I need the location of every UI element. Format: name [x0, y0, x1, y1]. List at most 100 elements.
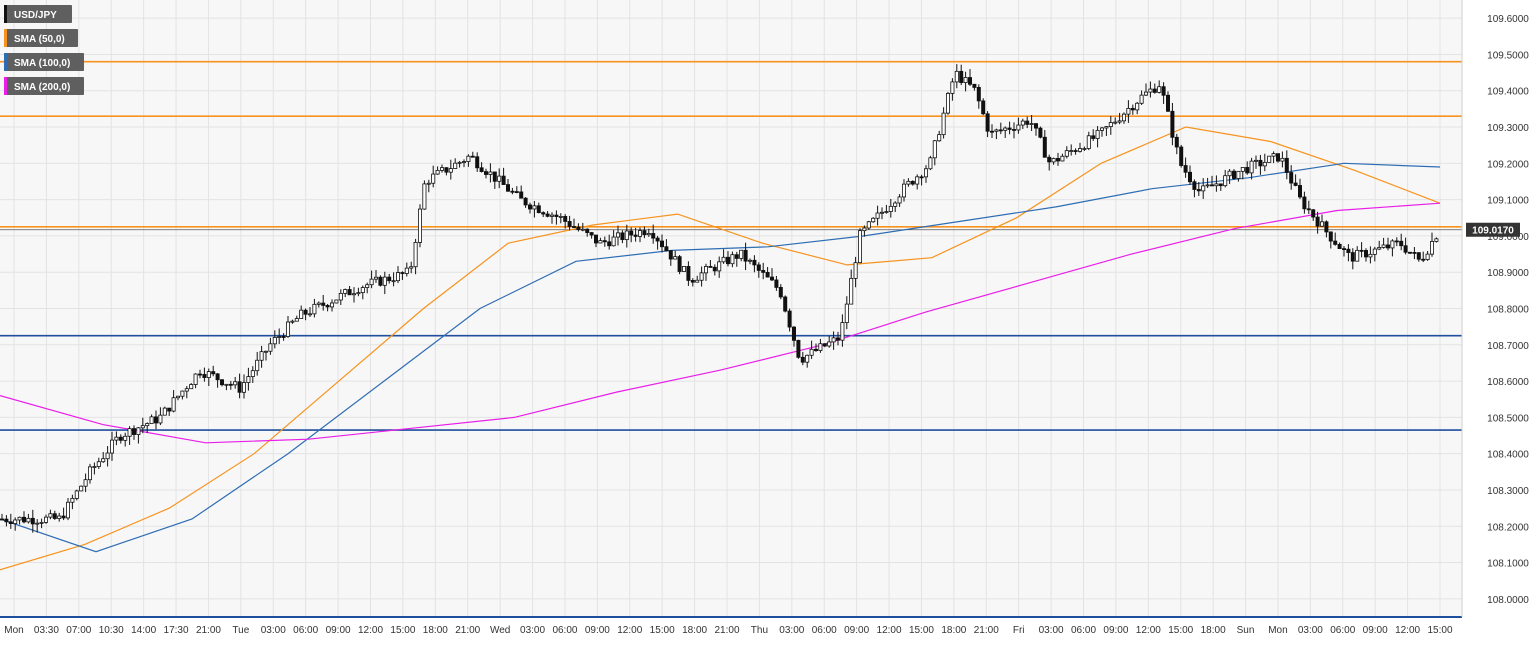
- candle-body: [536, 205, 541, 214]
- candle-body: [853, 262, 858, 279]
- candle-body: [316, 302, 321, 305]
- legend-label: USD/JPY: [14, 10, 57, 21]
- candle-body: [756, 264, 761, 271]
- candle-body: [1012, 129, 1017, 131]
- candle-body: [475, 156, 480, 169]
- candle-body: [690, 280, 695, 283]
- candle-body: [633, 234, 638, 237]
- x-tick-label: 18:00: [682, 625, 707, 636]
- candle-body: [510, 190, 515, 193]
- candle-body: [1144, 91, 1149, 96]
- candle-body: [668, 250, 673, 260]
- candle-body: [1051, 158, 1056, 163]
- candle-body: [378, 276, 383, 286]
- candle-body: [70, 497, 75, 503]
- candle-body: [1029, 123, 1034, 125]
- candle-body: [149, 416, 154, 424]
- candle-body: [215, 373, 220, 381]
- candle-body: [321, 302, 326, 306]
- candle-body: [1240, 167, 1245, 172]
- candle-body: [629, 230, 634, 236]
- candle-body: [1390, 240, 1395, 249]
- candle-body: [994, 129, 999, 132]
- candle-body: [1399, 240, 1404, 247]
- candle-body: [1416, 252, 1421, 260]
- candle-body: [413, 242, 418, 268]
- candle-body: [483, 171, 488, 175]
- legend-item[interactable]: [4, 5, 72, 23]
- x-tick-label: 06:00: [812, 625, 837, 636]
- candle-body: [343, 289, 348, 294]
- candle-body: [915, 176, 920, 185]
- candle-body: [369, 278, 374, 286]
- candle-body: [74, 490, 79, 499]
- candle-body: [884, 211, 889, 213]
- candle-body: [1157, 86, 1162, 93]
- candle-body: [787, 310, 792, 328]
- candle-body: [563, 216, 568, 222]
- candle-body: [567, 221, 572, 227]
- candle-body: [770, 276, 775, 281]
- candle-body: [127, 428, 132, 437]
- candle-body: [48, 513, 53, 518]
- candle-body: [1064, 150, 1069, 157]
- candle-body: [844, 303, 849, 323]
- candle-body: [1425, 253, 1430, 260]
- candle-body: [1086, 135, 1091, 149]
- candle-body: [866, 221, 871, 229]
- x-tick-label: 09:00: [1103, 625, 1128, 636]
- candle-body: [589, 232, 594, 236]
- legend-item[interactable]: [4, 77, 84, 95]
- candle-body: [206, 371, 211, 378]
- legend-item[interactable]: [4, 53, 84, 71]
- candle-body: [1271, 153, 1276, 157]
- x-tick-label: Sun: [1237, 625, 1255, 636]
- candle-body: [1324, 221, 1329, 233]
- candle-body: [255, 359, 260, 372]
- candle-body: [998, 129, 1003, 132]
- candle-body: [528, 204, 533, 210]
- candle-body: [743, 249, 748, 262]
- candle-body: [897, 196, 902, 204]
- candle-body: [752, 259, 757, 266]
- x-tick-label: 03:00: [1039, 625, 1064, 636]
- candle-body: [4, 518, 9, 523]
- x-tick-label: Wed: [490, 625, 510, 636]
- candle-body: [470, 155, 475, 158]
- legend-item[interactable]: [4, 29, 78, 47]
- candle-body: [44, 516, 49, 523]
- candle-body: [189, 384, 194, 390]
- candle-body: [400, 272, 405, 274]
- candle-body: [730, 254, 735, 265]
- x-tick-label: 06:00: [552, 625, 577, 636]
- x-tick-label: 21:00: [455, 625, 480, 636]
- candle-body: [910, 180, 915, 185]
- candle-body: [572, 226, 577, 228]
- candle-body: [387, 276, 392, 282]
- candle-body: [1183, 165, 1188, 173]
- candle-body: [290, 320, 295, 323]
- candle-body: [79, 485, 84, 492]
- x-tick-label: 06:00: [1330, 625, 1355, 636]
- candle-body: [1258, 159, 1263, 167]
- candle-body: [774, 279, 779, 288]
- x-tick-label: 15:00: [909, 625, 934, 636]
- candle-body: [1108, 122, 1113, 127]
- candle-body: [281, 336, 286, 338]
- candle-body: [1042, 136, 1047, 158]
- legend-label: SMA (100,0): [14, 58, 70, 69]
- candle-body: [624, 230, 629, 241]
- y-tick-label: 108.2000: [1487, 522, 1529, 533]
- candle-body: [175, 395, 180, 399]
- y-tick-label: 108.6000: [1487, 377, 1529, 388]
- candle-body: [1298, 185, 1303, 198]
- x-tick-label: 09:00: [844, 625, 869, 636]
- candle-body: [880, 211, 885, 214]
- candle-body: [1320, 221, 1325, 227]
- candle-body: [541, 212, 546, 215]
- candle-body: [1192, 181, 1197, 190]
- candle-body: [739, 249, 744, 259]
- candle-body: [35, 522, 40, 525]
- x-tick-label: Mon: [1268, 625, 1287, 636]
